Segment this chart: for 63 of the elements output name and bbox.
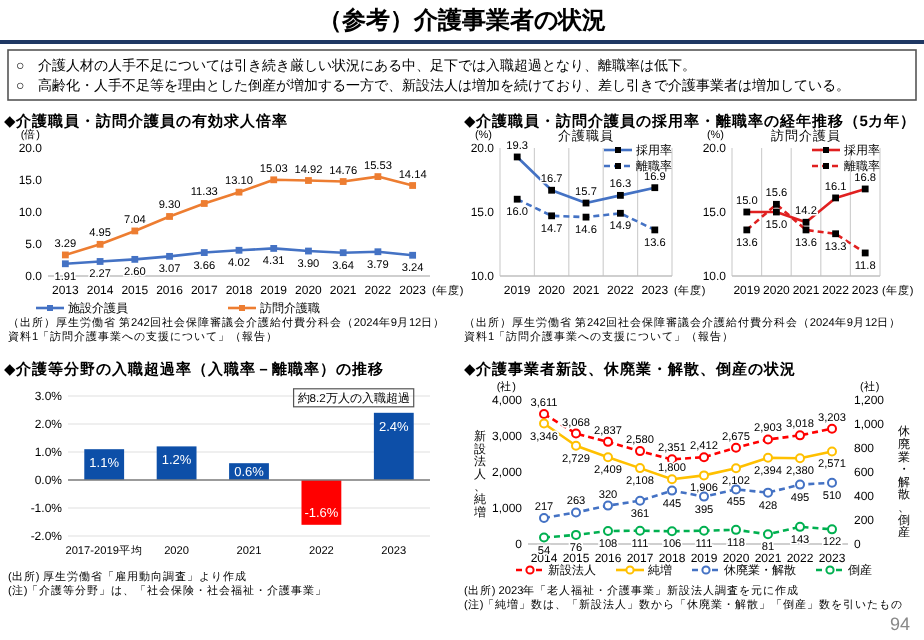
point [539,418,549,429]
point [731,442,741,453]
point [763,529,773,540]
point [571,440,581,451]
point [571,507,581,518]
point [603,526,613,537]
point [731,524,741,535]
point [166,213,173,220]
point [339,249,347,257]
point [731,463,741,474]
point [763,487,773,498]
point [763,434,773,445]
point [795,430,805,441]
point [339,178,347,185]
point [795,479,805,490]
point [603,500,613,511]
point [61,260,69,268]
point [539,409,549,419]
point [603,452,613,463]
point [305,177,312,184]
point [131,255,139,263]
point [571,529,581,540]
point [667,485,677,496]
point [667,526,677,537]
point [200,249,208,256]
point [200,200,208,207]
bar [373,412,414,480]
point [795,521,805,532]
point [96,258,104,265]
point [539,512,549,523]
point [61,251,69,259]
point [374,248,382,256]
point [409,251,417,259]
point [166,252,173,260]
point [571,428,581,439]
text: （参考）介護事業者の状況 [318,6,606,34]
point [131,227,139,235]
point [699,452,709,463]
point [374,173,382,181]
point [827,446,837,457]
point [699,470,709,481]
point [635,495,645,506]
point [827,477,837,488]
text: 94 [889,614,910,634]
point [699,525,709,536]
point [635,463,645,474]
point [795,453,805,464]
point [635,446,645,457]
point [96,240,104,248]
point [305,247,312,255]
point [235,188,243,196]
bar [301,480,342,525]
point [270,176,278,184]
point [763,452,773,463]
point [235,246,243,254]
point [827,524,837,535]
point [539,532,549,543]
point [270,245,278,252]
point [827,423,837,434]
point [409,182,417,189]
point [667,474,677,485]
point [603,436,613,447]
point [635,525,645,536]
